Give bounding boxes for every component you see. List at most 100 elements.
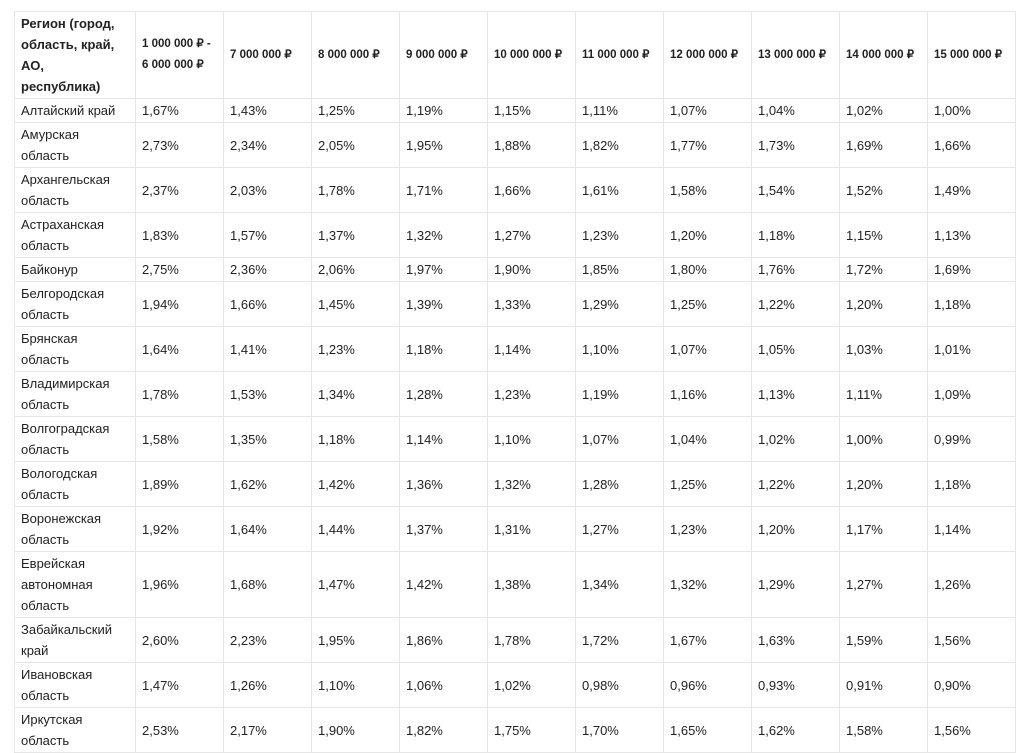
rate-cell: 1,69%: [839, 122, 928, 168]
rate-cell: 1,26%: [223, 662, 312, 708]
rate-cell: 0,91%: [839, 662, 928, 708]
rate-cell: 2,05%: [311, 122, 400, 168]
rate-cell: 1,27%: [575, 506, 664, 552]
rate-cell: 1,76%: [751, 257, 840, 282]
rate-cell: 1,97%: [399, 257, 488, 282]
region-name: Брянская область: [14, 326, 136, 372]
table-row: Воронежская область 1,92% 1,64% 1,44% 1,37% 1…: [14, 506, 1016, 552]
rate-cell: 1,68%: [223, 551, 312, 618]
price-header: 9 000 000 ₽: [399, 11, 488, 99]
region-name: Воронежская область: [14, 506, 136, 552]
page: {"table": { "header": ["Регион (город, о…: [14, 11, 1016, 753]
rate-cell: 1,70%: [575, 707, 664, 753]
rate-cell: 1,67%: [135, 98, 224, 123]
rate-cell: 1,01%: [927, 326, 1016, 372]
rate-cell: 1,64%: [135, 326, 224, 372]
region-name: Алтайский край: [14, 98, 136, 123]
rate-cell: 1,25%: [311, 98, 400, 123]
rate-cell: 1,19%: [575, 371, 664, 417]
rate-cell: 2,36%: [223, 257, 312, 282]
rate-cell: 1,25%: [663, 461, 752, 507]
table-container: Регион (город, область, край, АО, респуб…: [14, 11, 1016, 753]
rate-cell: 1,38%: [487, 551, 576, 618]
rate-cell: 1,16%: [663, 371, 752, 417]
rate-cell: 1,00%: [839, 416, 928, 462]
rate-cell: 1,61%: [575, 167, 664, 213]
region-name: Амурская область: [14, 122, 136, 168]
rate-cell: 1,07%: [663, 326, 752, 372]
rate-cell: 2,53%: [135, 707, 224, 753]
table-row: Амурская область 2,73% 2,34% 2,05% 1,95% 1,88…: [14, 122, 1016, 168]
region-name: Еврейская автономная область: [14, 551, 136, 618]
rate-cell: 1,26%: [927, 551, 1016, 618]
rate-cell: 1,06%: [399, 662, 488, 708]
rate-cell: 1,37%: [399, 506, 488, 552]
rate-cell: 1,83%: [135, 212, 224, 258]
rate-cell: 0,99%: [927, 416, 1016, 462]
rate-cell: 1,20%: [839, 281, 928, 327]
rate-cell: 1,20%: [839, 461, 928, 507]
region-name: Иркутская область: [14, 707, 136, 753]
rate-cell: 1,28%: [575, 461, 664, 507]
price-header: 14 000 000 ₽: [839, 11, 928, 99]
rate-cell: 0,93%: [751, 662, 840, 708]
rate-cell: 1,20%: [663, 212, 752, 258]
rate-cell: 1,73%: [751, 122, 840, 168]
rate-cell: 1,77%: [663, 122, 752, 168]
table-row: Вологодская область 1,89% 1,62% 1,42% 1,36% 1…: [14, 461, 1016, 507]
region-name: Вологодская область: [14, 461, 136, 507]
rate-cell: 1,47%: [135, 662, 224, 708]
rate-cell: 0,90%: [927, 662, 1016, 708]
rate-cell: 1,90%: [487, 257, 576, 282]
rate-cell: 1,36%: [399, 461, 488, 507]
rate-cell: 1,58%: [135, 416, 224, 462]
rate-cell: 1,23%: [311, 326, 400, 372]
rate-cell: 1,19%: [399, 98, 488, 123]
rate-cell: 1,78%: [487, 617, 576, 663]
rate-cell: 1,02%: [839, 98, 928, 123]
rate-cell: 1,10%: [311, 662, 400, 708]
rate-cell: 1,18%: [311, 416, 400, 462]
rate-cell: 1,35%: [223, 416, 312, 462]
rate-cell: 1,29%: [575, 281, 664, 327]
rate-cell: 1,66%: [223, 281, 312, 327]
rate-cell: 1,41%: [223, 326, 312, 372]
rate-cell: 1,10%: [575, 326, 664, 372]
table-row: Астраханская область 1,83% 1,57% 1,37% 1,32%…: [14, 212, 1016, 258]
rate-cell: 2,03%: [223, 167, 312, 213]
rate-cell: 1,02%: [487, 662, 576, 708]
rate-cell: 1,32%: [399, 212, 488, 258]
header-row: Регион (город, область, край, АО, респуб…: [14, 11, 1016, 99]
rate-cell: 1,56%: [927, 707, 1016, 753]
rate-cell: 2,06%: [311, 257, 400, 282]
rate-cell: 1,95%: [399, 122, 488, 168]
rate-cell: 1,18%: [751, 212, 840, 258]
rate-cell: 1,11%: [575, 98, 664, 123]
region-name: Белгородская область: [14, 281, 136, 327]
table-row: Еврейская автономная область 1,96% 1,68% 1,…: [14, 551, 1016, 618]
rate-table: Регион (город, область, край, АО, респуб…: [14, 11, 1016, 753]
table-row: Алтайский край 1,67% 1,43% 1,25% 1,19% 1,15% 1…: [14, 98, 1016, 123]
table-row: Белгородская область 1,94% 1,66% 1,45% 1,39%…: [14, 281, 1016, 327]
rate-cell: 1,09%: [927, 371, 1016, 417]
price-header: 15 000 000 ₽: [927, 11, 1016, 99]
rate-cell: 1,63%: [751, 617, 840, 663]
rate-cell: 1,25%: [663, 281, 752, 327]
rate-cell: 1,88%: [487, 122, 576, 168]
rate-cell: 1,43%: [223, 98, 312, 123]
rate-cell: 1,23%: [487, 371, 576, 417]
rate-cell: 1,11%: [839, 371, 928, 417]
rate-cell: 1,96%: [135, 551, 224, 618]
rate-cell: 1,10%: [487, 416, 576, 462]
rate-cell: 1,33%: [487, 281, 576, 327]
rate-cell: 2,75%: [135, 257, 224, 282]
rate-cell: 1,71%: [399, 167, 488, 213]
rate-cell: 1,92%: [135, 506, 224, 552]
rate-cell: 1,27%: [487, 212, 576, 258]
rate-cell: 2,34%: [223, 122, 312, 168]
rate-cell: 1,82%: [399, 707, 488, 753]
rate-cell: 1,05%: [751, 326, 840, 372]
rate-cell: 1,23%: [663, 506, 752, 552]
rate-cell: 1,17%: [839, 506, 928, 552]
rate-cell: 1,58%: [663, 167, 752, 213]
